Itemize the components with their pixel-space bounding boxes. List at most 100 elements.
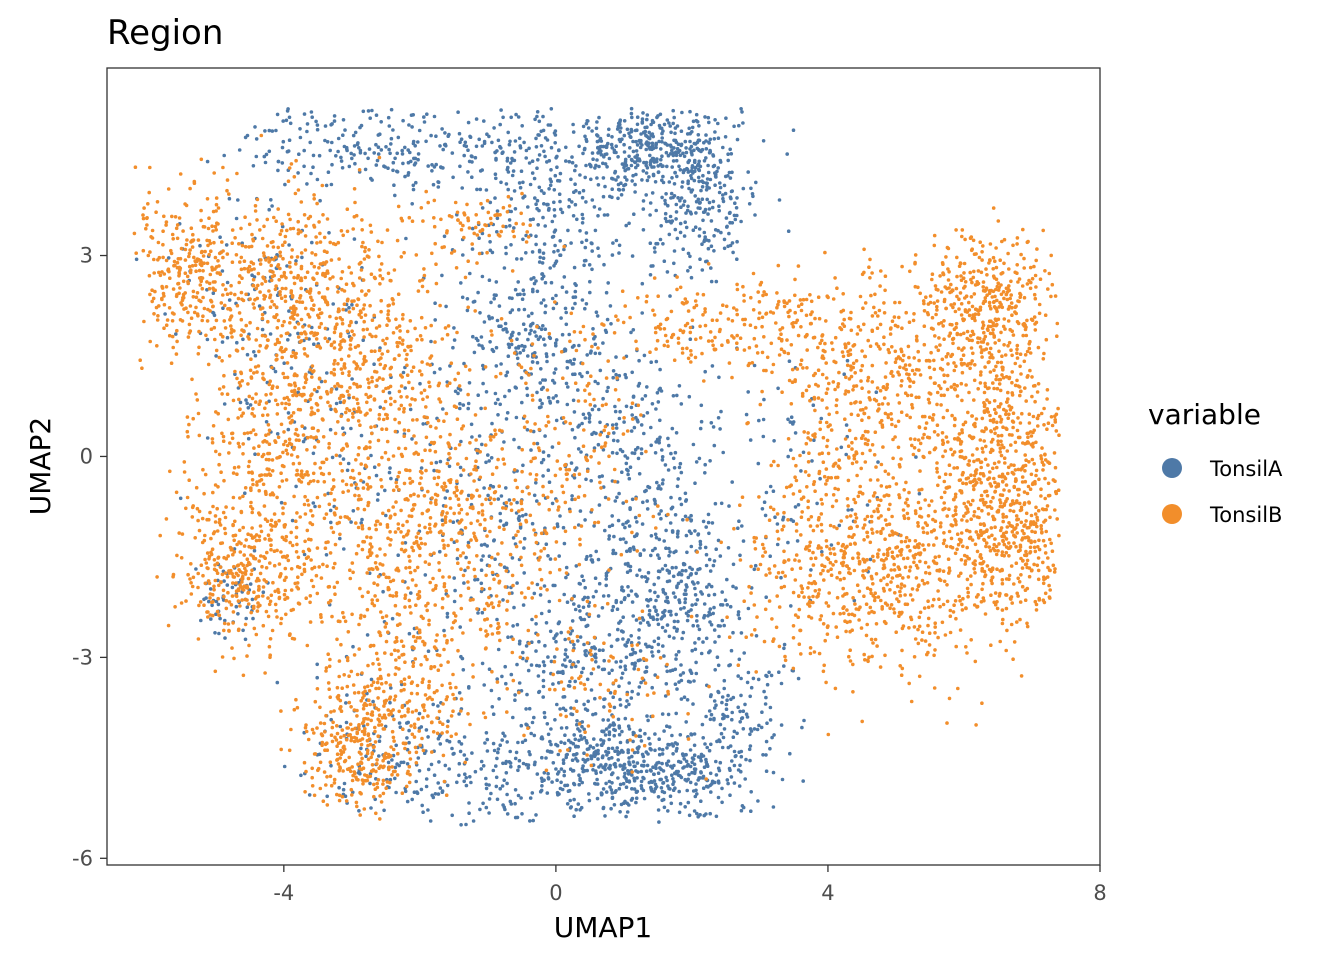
point-tonsila — [694, 660, 698, 665]
point-tonsila — [414, 180, 418, 185]
point-tonsilb — [407, 380, 411, 385]
point-tonsilb — [367, 248, 371, 252]
point-tonsila — [811, 403, 816, 408]
point-tonsila — [664, 682, 669, 686]
point-tonsila — [775, 522, 780, 526]
point-tonsilb — [374, 384, 378, 389]
point-tonsilb — [220, 240, 224, 244]
point-tonsila — [697, 456, 702, 461]
point-tonsila — [352, 144, 357, 148]
point-tonsila — [577, 782, 581, 787]
point-tonsilb — [281, 256, 285, 261]
point-tonsila — [613, 169, 618, 174]
point-tonsila — [693, 593, 698, 597]
point-tonsila — [730, 241, 735, 245]
point-tonsilb — [183, 258, 188, 262]
point-tonsila — [793, 431, 798, 435]
point-tonsilb — [353, 200, 357, 205]
point-tonsilb — [229, 327, 234, 332]
point-tonsila — [217, 631, 221, 636]
point-tonsila — [614, 372, 618, 377]
point-tonsila — [624, 163, 629, 168]
point-tonsila — [614, 660, 618, 664]
point-tonsila — [494, 775, 499, 780]
point-tonsilb — [372, 313, 377, 318]
point-tonsila — [577, 604, 581, 608]
point-tonsila — [595, 139, 600, 144]
point-tonsilb — [328, 404, 332, 408]
point-tonsila — [546, 655, 550, 659]
point-tonsila — [654, 407, 658, 411]
point-tonsilb — [236, 296, 241, 301]
point-tonsila — [296, 171, 300, 175]
point-tonsilb — [206, 362, 211, 367]
point-tonsila — [671, 121, 675, 126]
point-tonsila — [553, 261, 558, 266]
point-tonsilb — [315, 271, 319, 276]
point-tonsilb — [162, 326, 166, 331]
point-tonsila — [675, 393, 679, 398]
point-tonsila — [656, 553, 660, 557]
point-tonsila — [468, 271, 472, 276]
point-tonsila — [707, 709, 712, 713]
point-tonsila — [710, 779, 715, 784]
point-tonsila — [205, 337, 210, 342]
point-tonsila — [719, 230, 723, 235]
point-tonsila — [741, 727, 746, 731]
point-tonsilb — [399, 384, 404, 388]
point-tonsila — [735, 239, 739, 244]
point-tonsila — [473, 769, 478, 774]
point-tonsila — [609, 142, 614, 147]
point-tonsila — [764, 595, 768, 599]
point-tonsila — [515, 257, 519, 261]
point-tonsila — [549, 659, 554, 664]
point-tonsilb — [297, 387, 301, 391]
point-tonsilb — [221, 283, 225, 287]
point-tonsilb — [415, 337, 419, 342]
point-tonsilb — [138, 358, 142, 363]
point-tonsilb — [303, 512, 308, 516]
point-tonsila — [303, 426, 307, 430]
point-tonsila — [508, 799, 513, 804]
point-tonsila — [463, 772, 467, 776]
point-tonsilb — [252, 446, 256, 450]
point-tonsila — [701, 218, 705, 223]
point-tonsila — [607, 737, 611, 742]
point-tonsila — [524, 644, 529, 648]
point-tonsila — [739, 754, 744, 759]
point-tonsilb — [305, 289, 310, 294]
point-tonsila — [641, 764, 646, 768]
point-tonsila — [581, 757, 585, 762]
point-tonsila — [573, 753, 578, 757]
point-tonsila — [510, 556, 515, 560]
point-tonsilb — [339, 229, 344, 233]
point-tonsila — [842, 372, 846, 377]
point-tonsila — [349, 426, 353, 431]
point-tonsila — [553, 133, 558, 137]
point-tonsila — [671, 752, 675, 756]
point-tonsila — [543, 136, 548, 140]
point-tonsila — [698, 164, 703, 169]
point-tonsila — [647, 608, 652, 613]
point-tonsila — [489, 456, 494, 460]
point-tonsilb — [310, 392, 314, 397]
point-tonsila — [461, 253, 465, 257]
point-tonsila — [687, 126, 691, 131]
point-tonsila — [470, 226, 475, 231]
point-tonsila — [641, 775, 645, 780]
point-tonsila — [639, 132, 643, 136]
point-tonsila — [717, 190, 722, 195]
point-tonsila — [630, 652, 634, 657]
point-tonsilb — [298, 300, 302, 304]
point-tonsila — [546, 453, 551, 458]
point-tonsila — [389, 686, 393, 690]
point-tonsila — [538, 593, 543, 597]
point-tonsilb — [229, 315, 233, 320]
point-tonsila — [543, 224, 547, 228]
point-tonsila — [426, 164, 431, 168]
point-tonsila — [584, 163, 588, 168]
point-tonsila — [718, 427, 722, 431]
point-tonsila — [667, 180, 672, 184]
point-tonsila — [626, 769, 630, 773]
point-tonsila — [344, 145, 349, 150]
